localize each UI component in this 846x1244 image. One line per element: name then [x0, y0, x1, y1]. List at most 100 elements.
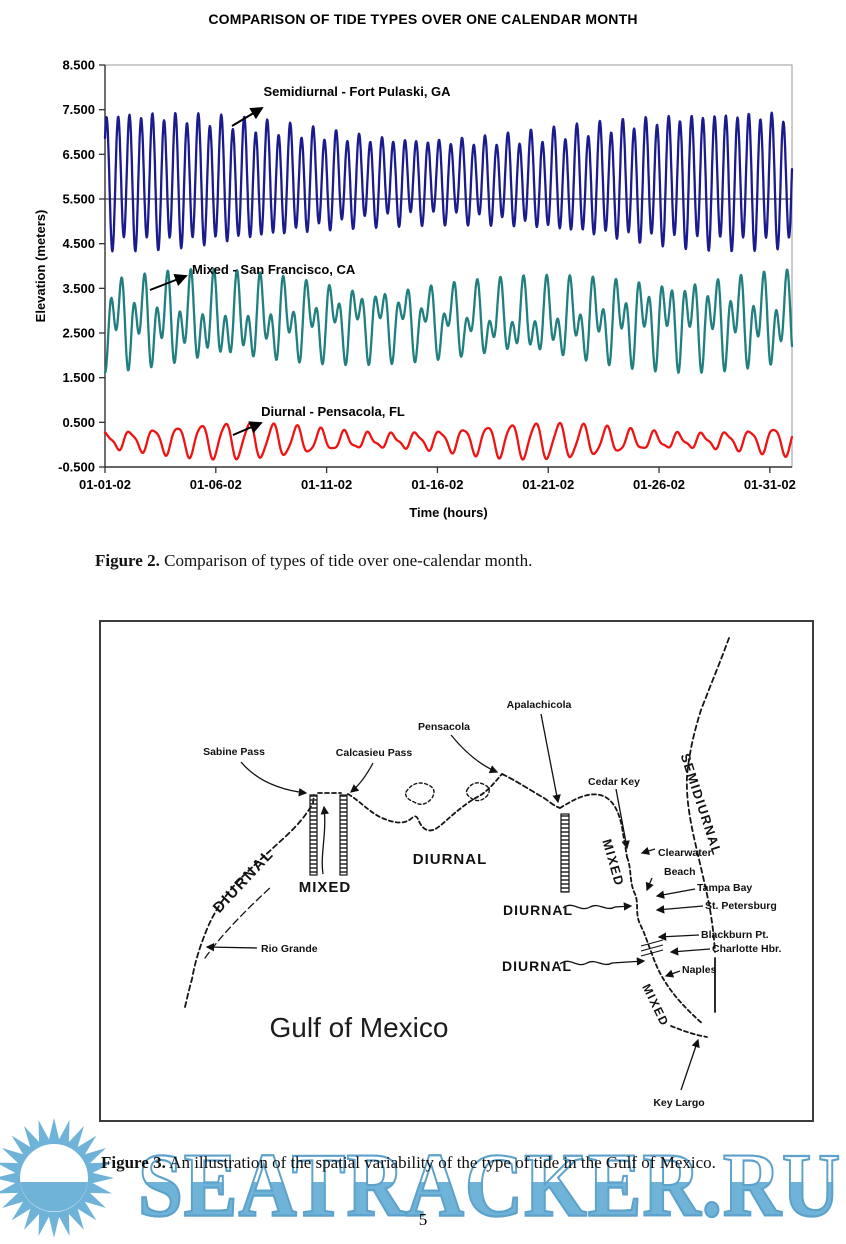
mixed-passes-arrow [320, 805, 329, 875]
series-line-0 [103, 111, 794, 253]
y-tick-label: -0.500 [58, 460, 95, 475]
figure3-text: An illustration of the spatial variabili… [165, 1153, 716, 1172]
map-place-labels: Sabine Pass Calcasieu Pass Pensacola Apa… [203, 699, 781, 1109]
blackburn-pt-leader [657, 932, 700, 941]
sabine-pass-bar [309, 794, 318, 876]
annotation-arrow [232, 421, 263, 436]
st-petersburg-leader [655, 905, 704, 914]
apalachicola-leader [540, 713, 561, 804]
atlantic-coastline [685, 637, 730, 953]
zone-semidiurnal-atlantic: SEMIDIURNAL [678, 752, 725, 858]
y-tick-label: 8.500 [62, 58, 95, 73]
calcasieu-pass-leader [350, 762, 374, 793]
map-label-blackburn-pt: Blackburn Pt. [701, 929, 769, 941]
x-tick-label: 01-21-02 [522, 477, 574, 492]
series-line-1 [103, 267, 794, 374]
sabine-pass-leader [240, 761, 308, 797]
figure3-label: Figure 3. [101, 1153, 166, 1172]
series-line-2 [103, 421, 794, 461]
x-tick-label: 01-26-02 [633, 477, 685, 492]
x-tick-label: 01-16-02 [411, 477, 463, 492]
figure2-text: Comparison of types of tide over one-cal… [159, 551, 533, 570]
clearwater-leader [640, 846, 656, 855]
tide-station-bars [309, 794, 570, 893]
key-largo-leader [680, 1038, 700, 1091]
x-tick-label: 01-06-02 [190, 477, 242, 492]
map-label-clearwater-beach: Beach [664, 866, 696, 878]
watermark-text: SEATRACKER.RU [137, 1135, 842, 1237]
y-tick-label: 1.500 [62, 370, 95, 385]
diurnal-tampa-squiggle-arrow [562, 902, 633, 911]
figure3-caption: Figure 3. An illustration of the spatial… [80, 1150, 770, 1175]
y-tick-label: 2.500 [62, 326, 95, 341]
figure2-label: Figure 2. [95, 551, 160, 570]
map-label-apalachicola: Apalachicola [507, 699, 572, 711]
mobile-bay-blob [465, 782, 490, 802]
sun-logo-icon [0, 1118, 114, 1238]
y-tick-label: 0.500 [62, 415, 95, 430]
map-label-cedar-key: Cedar Key [588, 776, 640, 788]
florida-keys [670, 1025, 708, 1038]
big-bend-bar [560, 813, 570, 893]
annotation-arrow [149, 273, 188, 291]
sun-sea-half [20, 1182, 88, 1212]
x-tick-label: 01-01-02 [79, 477, 131, 492]
map-label-sabine-pass: Sabine Pass [203, 746, 265, 758]
zone-mixed-naples: MIXED [639, 982, 672, 1029]
tampa-bay-leader [655, 888, 696, 899]
gulf-of-mexico-map-figure: Sabine Pass Calcasieu Pass Pensacola Apa… [99, 620, 814, 1122]
zone-mixed-passes: MIXED [299, 879, 352, 896]
charlotte-hbr-leader [669, 947, 711, 956]
map-label-tampa-bay: Tampa Bay [697, 882, 752, 894]
map-leader-lines [205, 713, 711, 1091]
y-tick-label: 7.500 [62, 102, 95, 117]
gulf-map-svg: Sabine Pass Calcasieu Pass Pensacola Apa… [184, 637, 782, 1109]
figure2-caption: Figure 2. Comparison of types of tide ov… [95, 551, 815, 571]
y-axis-title: Elevation (meters) [33, 210, 48, 323]
x-tick-label: 01-11-02 [301, 477, 352, 492]
zone-diurnal-panhandle: DIURNAL [413, 851, 488, 868]
y-tick-label: 3.500 [62, 281, 95, 296]
map-label-clearwater: Clearwater [658, 847, 712, 859]
zone-diurnal-charlotte: DIURNAL [502, 958, 572, 974]
gulf-of-mexico-label: Gulf of Mexico [270, 1012, 449, 1043]
florida-west-coastline [626, 856, 704, 1025]
map-label-pensacola: Pensacola [418, 721, 470, 733]
map-label-st-petersburg: St. Petersburg [705, 900, 777, 912]
pensacola-leader [450, 734, 499, 774]
chart-title: COMPARISON OF TIDE TYPES OVER ONE CALEND… [208, 11, 638, 27]
y-tick-label: 5.500 [62, 192, 95, 207]
cedar-key-leader [615, 788, 630, 850]
calcasieu-pass-bar [339, 794, 348, 876]
louisiana-marsh-blob [404, 782, 435, 805]
rio-grande-leader [205, 942, 258, 952]
series-annotation: Mixed - San Francisco, CA [192, 262, 356, 277]
zone-diurnal-texas: DIURNAL [210, 845, 278, 916]
louisiana-coastline [347, 773, 503, 832]
map-label-charlotte-hbr: Charlotte Hbr. [712, 943, 782, 955]
y-tick-label: 6.500 [62, 147, 95, 162]
series-annotation: Diurnal - Pensacola, FL [261, 404, 405, 419]
zone-diurnal-tampa: DIURNAL [503, 902, 573, 918]
x-axis-title: Time (hours) [409, 505, 488, 520]
naples-leader [664, 969, 681, 978]
clearwater-coast-leader [645, 877, 654, 892]
annotation-arrow [231, 106, 264, 127]
map-label-rio-grande: Rio Grande [261, 943, 318, 955]
diurnal-charlotte-squiggle-arrow [559, 957, 646, 966]
map-label-key-largo: Key Largo [653, 1097, 704, 1109]
page-number: 5 [418, 1210, 428, 1229]
charlotte-channel-marks [640, 939, 664, 957]
map-label-calcasieu-pass: Calcasieu Pass [336, 747, 413, 759]
map-label-naples: Naples [682, 964, 717, 976]
tide-comparison-chart: 8.500 7.500 6.500 5.500 4.500 3.500 2.500 1.500… [33, 58, 796, 521]
panhandle-coastline [501, 773, 561, 809]
texas-barrier-islands [204, 885, 273, 959]
coastlines [184, 637, 730, 1038]
texas-coastline [184, 794, 315, 1008]
zone-mixed-bigbend: MIXED [599, 837, 627, 888]
y-tick-label: 4.500 [62, 236, 95, 251]
series-annotation: Semidiurnal - Fort Pulaski, GA [263, 84, 451, 99]
x-tick-label: 01-31-02 [744, 477, 796, 492]
